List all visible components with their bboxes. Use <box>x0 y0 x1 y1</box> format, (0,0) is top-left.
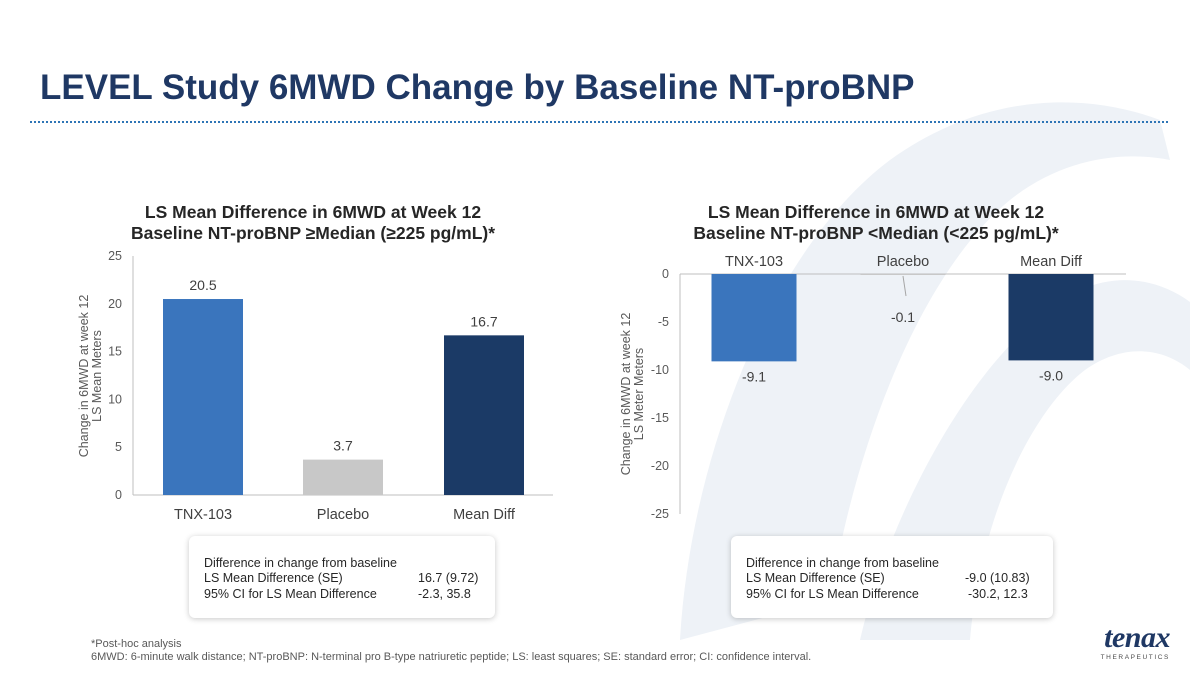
left-category-label-tnx-103: TNX-103 <box>174 507 232 523</box>
left-value-label-tnx-103: 20.5 <box>189 277 216 293</box>
left-y-tick-label: 0 <box>115 488 122 502</box>
right-chart-title: LS Mean Difference in 6MWD at Week 12 Ba… <box>656 202 1096 244</box>
left-category-label-placebo: Placebo <box>317 507 369 523</box>
left-y-tick-label: 20 <box>108 297 122 311</box>
logo-wordmark: tenax <box>1104 621 1170 654</box>
left-bar-mean-diff <box>444 335 524 495</box>
right-stats-row1-value: -9.0 (10.83) <box>965 571 1030 585</box>
right-category-label-tnx-103: TNX-103 <box>725 254 783 270</box>
left-stats-row2-label: 95% CI for LS Mean Difference <box>204 587 377 601</box>
left-stats-row1-label: LS Mean Difference (SE) <box>204 571 343 585</box>
right-bar-chart: 0 -5 -10 -15 -20 -25 Change in 6MWD at week 12… <box>619 254 1126 521</box>
left-y-tick-label: 25 <box>108 249 122 263</box>
right-bar-placebo <box>860 274 946 275</box>
left-bar-placebo <box>303 459 383 495</box>
right-category-label-mean-diff: Mean Diff <box>1020 254 1083 270</box>
right-stats-heading: Difference in change from baseline <box>746 556 939 570</box>
right-stats-row1-label: LS Mean Difference (SE) <box>746 571 885 585</box>
right-y-tick-label: -25 <box>651 507 669 521</box>
tenax-logo: tenax THERAPEUTICS <box>1078 621 1171 662</box>
logo-subtitle: THERAPEUTICS <box>1100 654 1170 661</box>
right-y-axis-title-line1: Change in 6MWD at week 12 <box>619 313 633 476</box>
right-y-tick-label: 0 <box>662 267 669 281</box>
right-category-label-placebo: Placebo <box>877 254 929 270</box>
right-bar-mean-diff <box>1008 274 1094 361</box>
page-title: LEVEL Study 6MWD Change by Baseline NT-p… <box>40 68 915 107</box>
left-stats-row1-value: 16.7 (9.72) <box>418 571 479 585</box>
right-value-label-placebo: -0.1 <box>891 309 915 325</box>
right-stats-row2-value: -30.2, 12.3 <box>968 587 1028 601</box>
left-category-label-mean-diff: Mean Diff <box>453 507 516 523</box>
left-bar-tnx-103 <box>163 299 243 495</box>
left-y-tick-label: 5 <box>115 440 122 454</box>
left-value-label-placebo: 3.7 <box>333 438 353 454</box>
left-y-tick-label: 15 <box>108 345 122 359</box>
right-y-tick-label: -15 <box>651 411 669 425</box>
footnote-posthoc: *Post-hoc analysis <box>91 638 182 650</box>
left-chart-title-line2: Baseline NT-proBNP ≥Median (≥225 pg/mL)* <box>130 223 496 243</box>
left-y-tick-label: 10 <box>108 392 122 406</box>
right-leader-line-placebo <box>902 275 907 297</box>
right-chart-title-line2: Baseline NT-proBNP <Median (<225 pg/mL)* <box>693 223 1059 243</box>
left-y-axis-title-line1: Change in 6MWD at week 12 <box>77 295 91 458</box>
right-stats-box: Difference in change from baseline LS Me… <box>731 536 1053 618</box>
right-chart-title-line1: LS Mean Difference in 6MWD at Week 12 <box>707 202 1045 222</box>
right-y-tick-label: -20 <box>651 459 669 473</box>
left-stats-box: Difference in change from baseline LS Me… <box>189 536 495 618</box>
right-y-tick-label: -5 <box>658 315 669 329</box>
right-y-tick-label: -10 <box>651 363 669 377</box>
left-chart-title: LS Mean Difference in 6MWD at Week 12 Ba… <box>93 202 533 244</box>
right-stats-row2-label: 95% CI for LS Mean Difference <box>746 587 919 601</box>
right-value-label-tnx-103: -9.1 <box>742 368 766 384</box>
left-y-axis-title-line2: LS Mean Meters <box>90 330 104 422</box>
left-bar-chart: 0 5 10 15 20 25 Change in 6MWD at week 12 LS Me… <box>77 249 553 523</box>
left-chart-title-line1: LS Mean Difference in 6MWD at Week 12 <box>144 202 482 222</box>
left-stats-heading: Difference in change from baseline <box>204 556 397 570</box>
right-bar-tnx-103 <box>711 274 797 362</box>
footnote-abbreviations: 6MWD: 6-minute walk distance; NT-proBNP:… <box>91 651 812 663</box>
right-value-label-mean-diff: -9.0 <box>1039 367 1063 383</box>
left-stats-row2-value: -2.3, 35.8 <box>418 587 471 601</box>
left-value-label-mean-diff: 16.7 <box>470 313 497 329</box>
title-divider <box>30 121 1168 123</box>
right-y-axis-title-line2: LS Meter Meters <box>632 348 646 440</box>
